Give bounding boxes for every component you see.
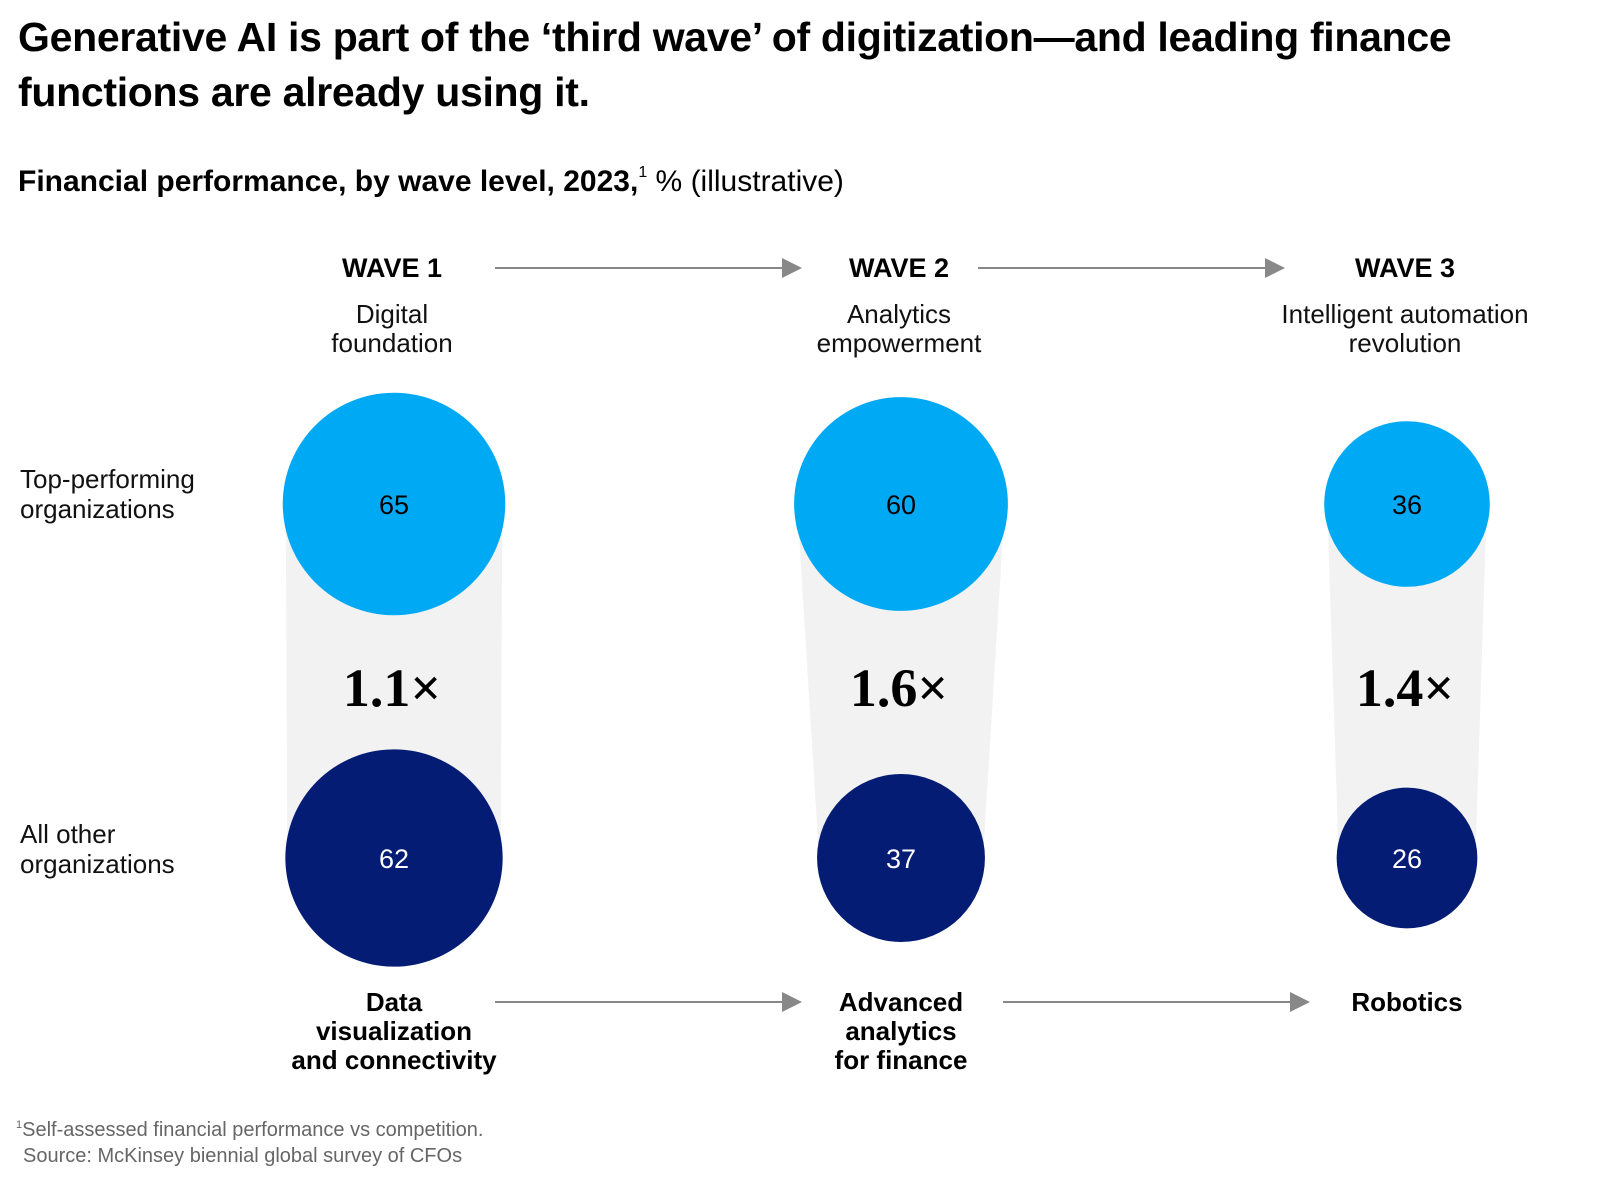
technology-label: for finance (835, 1045, 968, 1075)
multiplier-label: 1.1× (343, 658, 441, 718)
technology-label: Robotics (1351, 987, 1462, 1017)
technology-label: visualization (316, 1016, 472, 1046)
technology-label: and connectivity (291, 1045, 497, 1075)
value-label-bottom: 37 (886, 844, 916, 874)
technology-label: Advanced (839, 987, 963, 1017)
technology-label: analytics (845, 1016, 956, 1046)
footnote-text: Self-assessed financial performance vs c… (22, 1119, 484, 1141)
bubble-top-performing (1324, 421, 1490, 587)
wave-name: Intelligent automation (1281, 299, 1528, 329)
value-label-top: 65 (379, 490, 409, 520)
wave-label: WAVE 1 (342, 253, 442, 283)
wave-name: revolution (1349, 328, 1462, 358)
bubble-top-performing (794, 397, 1008, 611)
wave-name: foundation (331, 328, 452, 358)
wave-name: empowerment (817, 328, 983, 358)
value-label-top: 60 (886, 490, 916, 520)
bubble-top-performing (282, 392, 506, 616)
bubble-all-other (817, 774, 985, 942)
footer: 1Self-assessed financial performance vs … (16, 1112, 483, 1169)
wave-name: Analytics (847, 299, 951, 329)
subtitle-bold: Financial performance, by wave level, 20… (18, 165, 639, 198)
value-label-bottom: 62 (379, 844, 409, 874)
connector-band (1327, 504, 1487, 858)
bubble-all-other (1336, 787, 1478, 929)
multiplier-label: 1.6× (850, 658, 948, 718)
wave-label: WAVE 3 (1355, 253, 1455, 283)
source-text: Source: McKinsey biennial global survey … (23, 1145, 463, 1167)
chart-title: Generative AI is part of the ‘third wave… (18, 14, 1452, 115)
chart-subtitle: Financial performance, by wave level, 20… (18, 153, 844, 202)
bubble-all-other (285, 749, 503, 967)
row-label-bottom: All other organizations (20, 819, 175, 879)
wave-label: WAVE 2 (849, 253, 949, 283)
value-label-top: 36 (1392, 490, 1422, 520)
subtitle-rest: % (illustrative) (647, 165, 844, 198)
value-label-bottom: 26 (1392, 844, 1422, 874)
footnote-mark: 1 (638, 164, 648, 181)
row-label-top: Top-performing organizations (20, 464, 195, 524)
technology-label: Data (366, 987, 423, 1017)
footer-mark: 1 (16, 1119, 23, 1131)
wave-name: Digital (356, 299, 428, 329)
multiplier-label: 1.4× (1356, 658, 1454, 718)
